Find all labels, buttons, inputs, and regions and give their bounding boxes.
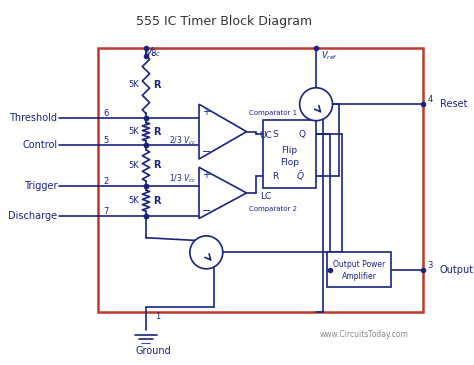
Text: LC: LC [260, 192, 271, 201]
Text: Comparator 2: Comparator 2 [249, 206, 297, 212]
Text: Output Power: Output Power [333, 260, 385, 269]
Text: www.CircuitsToday.com: www.CircuitsToday.com [319, 330, 408, 339]
Text: R: R [153, 161, 161, 170]
Text: 5K: 5K [128, 161, 139, 170]
Bar [263, 120, 316, 188]
Text: $V_{cc}$: $V_{cc}$ [145, 45, 161, 59]
Text: 8: 8 [151, 49, 156, 58]
Text: $\bar{Q}$: $\bar{Q}$ [296, 169, 305, 183]
Text: Control: Control [22, 141, 57, 150]
Text: −: − [201, 147, 211, 157]
Text: Q: Q [298, 130, 305, 139]
Text: −: − [201, 206, 211, 216]
Text: UC: UC [259, 131, 272, 140]
Text: 6: 6 [103, 109, 109, 118]
Text: 5K: 5K [128, 80, 139, 89]
Text: 2/3 $V_{cc}$: 2/3 $V_{cc}$ [169, 135, 197, 147]
Text: R: R [153, 127, 161, 137]
Text: R: R [153, 80, 161, 89]
Text: Amplifier: Amplifier [342, 272, 376, 281]
Text: Ground: Ground [136, 346, 171, 356]
Text: Flop: Flop [280, 158, 299, 167]
Text: +: + [202, 170, 210, 180]
Bar [99, 49, 423, 312]
Text: Flip: Flip [282, 146, 298, 155]
Text: 5: 5 [103, 136, 108, 145]
Text: Comparator 1: Comparator 1 [249, 110, 298, 116]
Text: Output: Output [439, 265, 474, 275]
Polygon shape [199, 167, 246, 219]
Polygon shape [199, 104, 246, 159]
Circle shape [300, 88, 333, 121]
Text: 3: 3 [428, 261, 433, 270]
Text: S: S [272, 130, 278, 139]
Text: Trigger: Trigger [24, 181, 57, 191]
Text: Threshold: Threshold [9, 113, 57, 123]
Text: 5K: 5K [128, 127, 139, 136]
Text: 1: 1 [155, 312, 160, 321]
Text: 7: 7 [103, 207, 109, 216]
Circle shape [190, 236, 223, 269]
Text: $V_{ref}$: $V_{ref}$ [320, 50, 337, 62]
Text: Discharge: Discharge [8, 211, 57, 221]
Text: R: R [272, 172, 278, 181]
Text: 2: 2 [103, 177, 108, 185]
Text: 5K: 5K [128, 196, 139, 205]
Text: 4: 4 [428, 95, 433, 104]
Bar [327, 252, 391, 287]
Text: R: R [153, 196, 161, 206]
Text: Reset: Reset [439, 99, 467, 109]
Text: 555 IC Timer Block Diagram: 555 IC Timer Block Diagram [136, 15, 312, 28]
Text: 1/3 $V_{cc}$: 1/3 $V_{cc}$ [169, 172, 197, 185]
Text: +: + [202, 107, 210, 116]
